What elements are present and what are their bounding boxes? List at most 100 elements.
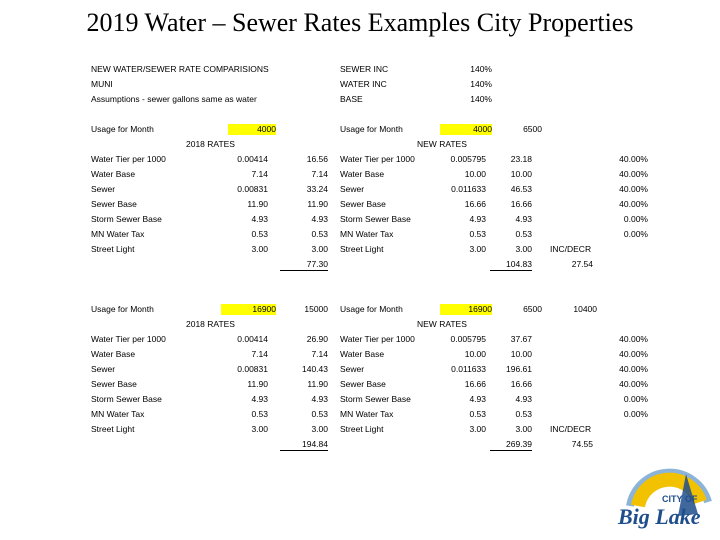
usage-new-1: 4000 bbox=[440, 124, 492, 135]
row-label-2018: Sewer bbox=[91, 364, 116, 374]
row-label-2018: Water Base bbox=[91, 169, 136, 179]
rates-2018-heading-2: 2018 RATES bbox=[186, 319, 235, 329]
amount-new: 0.53 bbox=[515, 229, 532, 239]
inc-decr-label-1: INC/DECR bbox=[550, 244, 592, 254]
rate-2018: 7.14 bbox=[251, 169, 268, 179]
rate-2018: 4.93 bbox=[251, 214, 268, 224]
percent-change: 40.00% bbox=[619, 184, 648, 194]
amount-2018: 11.90 bbox=[307, 379, 328, 389]
row-label-new: Sewer Base bbox=[340, 379, 386, 389]
percent-change: 40.00% bbox=[619, 154, 648, 164]
total-2018-1: 77.30 bbox=[280, 259, 328, 271]
rate-new: 3.00 bbox=[469, 244, 486, 254]
inc-decr-label-2: INC/DECR bbox=[550, 424, 592, 434]
row-label-2018: Sewer Base bbox=[91, 379, 137, 389]
rate-new: 0.011633 bbox=[451, 184, 486, 194]
row-label-2018: Sewer Base bbox=[91, 199, 137, 209]
rate-new: 0.53 bbox=[469, 229, 486, 239]
diff-2: 74.55 bbox=[571, 439, 593, 449]
amount-2018: 7.14 bbox=[311, 169, 328, 179]
percent-change: 40.00% bbox=[619, 379, 648, 389]
rate-2018: 0.00831 bbox=[237, 364, 268, 374]
rate-2018: 0.00831 bbox=[237, 184, 268, 194]
sewer-inc-label: SEWER INC bbox=[340, 64, 389, 74]
amount-new: 10.00 bbox=[510, 169, 532, 179]
amount-2018: 0.53 bbox=[311, 229, 328, 239]
amount-2018: 4.93 bbox=[311, 394, 328, 404]
usage-label-1: Usage for Month bbox=[91, 124, 154, 134]
amount-new: 23.18 bbox=[510, 154, 532, 164]
total-new-1: 104.83 bbox=[490, 259, 532, 271]
usage-alt2-2: 10400 bbox=[573, 304, 597, 314]
row-label-new: Street Light bbox=[340, 244, 384, 254]
row-label-2018: MN Water Tax bbox=[91, 409, 145, 419]
amount-new: 4.93 bbox=[515, 214, 532, 224]
usage-alt-1: 6500 bbox=[523, 124, 542, 134]
row-label-new: Storm Sewer Base bbox=[340, 214, 411, 224]
row-label-new: MN Water Tax bbox=[340, 229, 394, 239]
amount-new: 196.61 bbox=[506, 364, 532, 374]
rate-new: 4.93 bbox=[469, 394, 486, 404]
water-inc-label: WATER INC bbox=[340, 79, 387, 89]
percent-change: 0.00% bbox=[623, 214, 648, 224]
row-label-new: Sewer Base bbox=[340, 199, 386, 209]
amount-new: 46.53 bbox=[510, 184, 532, 194]
row-label-new: MN Water Tax bbox=[340, 409, 394, 419]
row-label-2018: Storm Sewer Base bbox=[91, 394, 162, 404]
total-2018-2: 194.84 bbox=[280, 439, 328, 451]
percent-change: 40.00% bbox=[619, 334, 648, 344]
row-label-new: Water Tier per 1000 bbox=[340, 154, 415, 164]
new-rates-heading-2: NEW RATES bbox=[417, 319, 467, 329]
amount-2018: 3.00 bbox=[311, 244, 328, 254]
usage-new-2: 16900 bbox=[440, 304, 492, 315]
header-line-2: MUNI bbox=[91, 79, 113, 89]
percent-change: 40.00% bbox=[619, 364, 648, 374]
row-label-2018: MN Water Tax bbox=[91, 229, 145, 239]
amount-2018: 33.24 bbox=[306, 184, 328, 194]
amount-new: 16.66 bbox=[510, 199, 532, 209]
row-label-2018: Street Light bbox=[91, 424, 135, 434]
rate-new: 10.00 bbox=[464, 169, 486, 179]
rate-2018: 3.00 bbox=[251, 424, 268, 434]
rate-2018: 3.00 bbox=[251, 244, 268, 254]
row-label-2018: Sewer bbox=[91, 184, 116, 194]
amount-2018: 26.90 bbox=[306, 334, 328, 344]
row-label-2018: Storm Sewer Base bbox=[91, 214, 162, 224]
amount-new: 16.66 bbox=[510, 379, 532, 389]
row-label-new: Water Base bbox=[340, 169, 385, 179]
rate-new: 0.005795 bbox=[450, 334, 486, 344]
rate-new: 0.011633 bbox=[451, 364, 486, 374]
usage-label-2b: Usage for Month bbox=[340, 304, 403, 314]
rate-new: 0.53 bbox=[469, 409, 486, 419]
row-label-new: Street Light bbox=[340, 424, 384, 434]
rates-2018-heading-1: 2018 RATES bbox=[186, 139, 235, 149]
row-label-new: Water Base bbox=[340, 349, 385, 359]
logo-big-lake-text: Big Lake bbox=[617, 504, 701, 529]
amount-new: 10.00 bbox=[510, 349, 532, 359]
amount-2018: 0.53 bbox=[311, 409, 328, 419]
rate-2018: 0.53 bbox=[251, 229, 268, 239]
amount-2018: 4.93 bbox=[311, 214, 328, 224]
row-label-new: Sewer bbox=[340, 364, 365, 374]
amount-2018: 140.43 bbox=[302, 364, 328, 374]
amount-2018: 3.00 bbox=[311, 424, 328, 434]
page-title: 2019 Water – Sewer Rates Examples City P… bbox=[86, 8, 634, 37]
usage-label-2: Usage for Month bbox=[91, 304, 154, 314]
usage-label-1b: Usage for Month bbox=[340, 124, 403, 134]
amount-new: 37.67 bbox=[510, 334, 532, 344]
rate-new: 10.00 bbox=[464, 349, 486, 359]
rate-new: 16.66 bbox=[464, 199, 486, 209]
total-new-2: 269.39 bbox=[490, 439, 532, 451]
base-value: 140% bbox=[470, 94, 492, 104]
header-line-3: Assumptions - sewer gallons same as wate… bbox=[91, 94, 257, 104]
rate-2018: 11.90 bbox=[247, 379, 268, 389]
percent-change: 0.00% bbox=[623, 409, 648, 419]
percent-change: 40.00% bbox=[619, 349, 648, 359]
amount-new: 3.00 bbox=[515, 424, 532, 434]
percent-change: 40.00% bbox=[619, 199, 648, 209]
amount-new: 3.00 bbox=[515, 244, 532, 254]
row-label-new: Storm Sewer Base bbox=[340, 394, 411, 404]
usage-2018-1: 4000 bbox=[228, 124, 276, 135]
rate-new: 0.005795 bbox=[450, 154, 486, 164]
row-label-2018: Water Tier per 1000 bbox=[91, 334, 166, 344]
